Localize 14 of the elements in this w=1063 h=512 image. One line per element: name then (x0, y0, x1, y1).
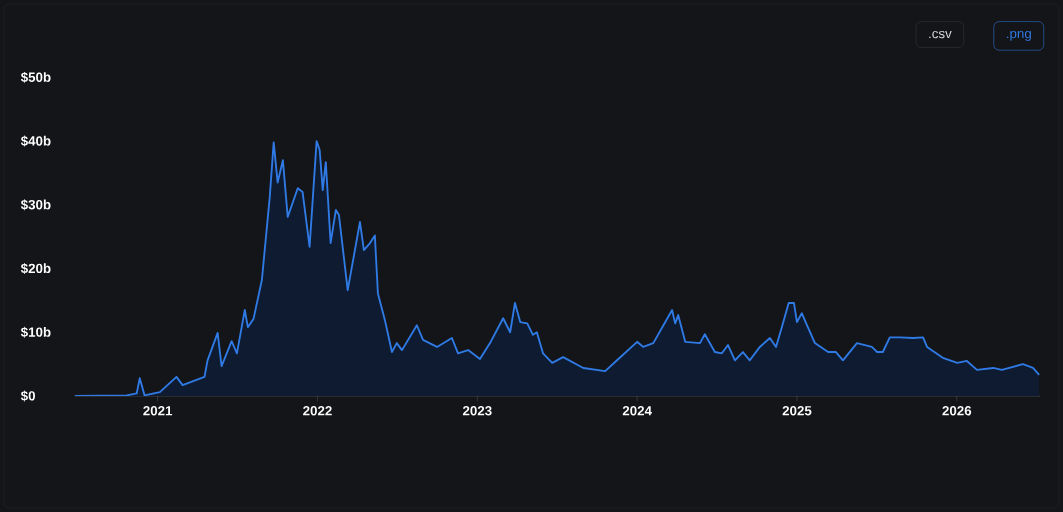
x-tick-label: 2022 (303, 406, 332, 416)
x-tick-label: 2026 (942, 406, 972, 416)
text: .csv (929, 30, 952, 39)
x-tick-label: 2025 (782, 406, 812, 416)
y-tick-label: $10b (20, 326, 51, 338)
y-tick-label: $50b (20, 71, 51, 83)
x-tick-label: 2024 (622, 406, 652, 416)
text: .png (1007, 30, 1031, 41)
x-tick-label: 2021 (143, 406, 173, 416)
y-tick-label: $30b (20, 199, 51, 211)
x-tick-label: 2023 (462, 406, 492, 416)
y-tick-label: $0 (20, 390, 36, 402)
y-tick-label: $20b (20, 263, 51, 274)
y-tick-label: $40b (20, 135, 51, 147)
